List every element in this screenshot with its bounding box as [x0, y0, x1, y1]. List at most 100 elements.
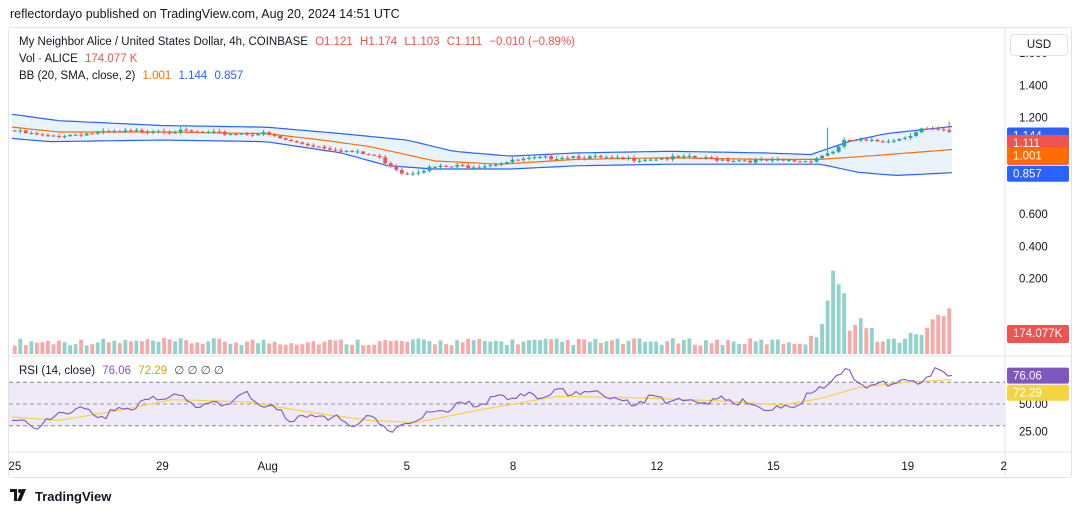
chart-canvas[interactable]: 1.6001.4001.2000.6000.4000.20050.0025.00… [9, 28, 1072, 478]
candle-body [438, 165, 443, 168]
volume-bar [908, 332, 913, 354]
candle-body [350, 150, 354, 152]
volume-bar [184, 340, 189, 354]
candle-body [621, 157, 625, 159]
candle-body [880, 141, 885, 143]
volume-bar [405, 341, 410, 354]
volume-bar [388, 341, 393, 354]
volume-bar [189, 343, 194, 354]
candle-body [444, 165, 448, 167]
rsi-ma-line [11, 379, 953, 424]
candle-body [726, 159, 730, 161]
volume-bar [869, 327, 874, 354]
volume-bar [73, 344, 78, 354]
candle-body [151, 131, 155, 133]
volume-bar [123, 339, 128, 354]
candle-body [455, 165, 460, 167]
candle-body [245, 133, 249, 135]
volume-bar [764, 344, 769, 354]
candle-body [112, 131, 117, 133]
volume-bar [57, 340, 61, 354]
badge-close-price-text: 1.111 [1013, 138, 1040, 150]
volume-bar [488, 341, 493, 354]
candle-body [709, 157, 714, 159]
volume-bar [792, 343, 797, 354]
volume-bar [101, 338, 106, 354]
bb-basis-value: 1.001 [142, 70, 172, 82]
candle-body [554, 159, 559, 161]
badge-rsi-text: 76.06 [1013, 371, 1042, 383]
candle-body [471, 167, 476, 169]
volume-bar [504, 344, 509, 354]
volume-bar [399, 340, 404, 354]
candle-body [156, 131, 161, 133]
volume-label[interactable]: Vol · ALICE [19, 53, 78, 65]
candle-body [46, 135, 50, 137]
volume-bar [256, 343, 260, 354]
candle-body [189, 130, 194, 132]
volume-bar [720, 345, 725, 354]
bb-label[interactable]: BB (20, SMA, close, 2) [19, 70, 136, 82]
candle-body [117, 131, 122, 133]
volume-bar [604, 341, 609, 354]
candle-body [333, 149, 338, 151]
candle-body [543, 156, 548, 158]
legend-volume: Vol · ALICE 174.077 K [19, 53, 141, 65]
volume-bar [355, 339, 360, 354]
candle-body [12, 130, 17, 132]
volume-bar [659, 344, 664, 354]
symbol-title[interactable]: My Neighbor Alice / United States Dollar… [19, 36, 308, 48]
price-tick-label: 0.400 [1019, 241, 1048, 253]
volume-bar [410, 339, 415, 354]
candle-body [615, 157, 620, 159]
candle-body [123, 130, 128, 132]
candle-body [228, 134, 233, 136]
candle-body [195, 131, 200, 133]
volume-bar [394, 340, 399, 354]
volume-bar [23, 345, 28, 354]
volume-bar [560, 341, 565, 354]
footer-brand[interactable]: TradingView [10, 489, 111, 504]
volume-bar [875, 341, 880, 354]
candle-body [715, 158, 719, 161]
candle-body [598, 155, 603, 158]
volume-bar [499, 341, 504, 354]
volume-bar [681, 339, 686, 354]
candle-body [930, 128, 935, 130]
volume-bar [554, 338, 559, 354]
candle-body [344, 150, 349, 152]
rsi-label[interactable]: RSI (14, close) [19, 365, 96, 377]
volume-bars [12, 270, 952, 354]
volume-bar [941, 316, 946, 354]
volume-bar [587, 341, 592, 354]
candle-body [355, 151, 360, 153]
volume-bar [621, 343, 625, 354]
volume-bar [112, 340, 117, 354]
volume-bar [283, 344, 288, 354]
candle-body [405, 173, 410, 175]
volume-bar [742, 343, 747, 354]
candle-body [576, 156, 581, 159]
volume-bar [217, 338, 222, 354]
rsi-value: 76.06 [102, 365, 132, 377]
candle-body [95, 132, 100, 134]
volume-bar [234, 342, 238, 354]
volume-bar [328, 339, 332, 354]
volume-bar [51, 344, 56, 354]
candle-body [643, 159, 648, 161]
volume-bar [571, 345, 576, 354]
volume-bar [820, 323, 824, 354]
time-tick-label: 19 [901, 461, 914, 473]
candle-body [858, 139, 863, 141]
candle-body [764, 159, 769, 161]
volume-bar [471, 340, 476, 354]
ohlc-close: C1.111 [446, 36, 483, 48]
candle-body [18, 130, 23, 132]
candle-body [234, 134, 238, 136]
time-tick-label: 29 [156, 461, 169, 473]
volume-bar [726, 340, 730, 354]
currency-button[interactable]: USD [1010, 34, 1068, 56]
volume-bar [477, 338, 482, 354]
candle-body [51, 135, 56, 137]
volume-bar [643, 341, 648, 354]
